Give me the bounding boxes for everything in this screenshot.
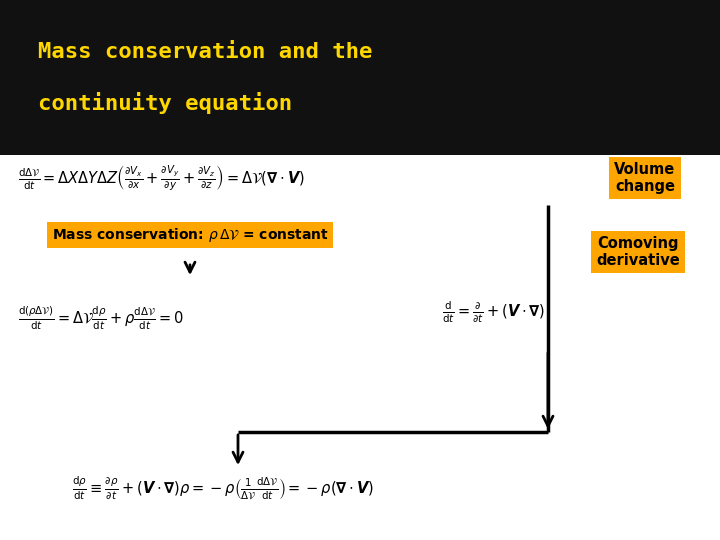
Text: $\frac{\mathrm{d}\rho}{\mathrm{d}t} \equiv \frac{\partial\rho}{\partial t} + (\b: $\frac{\mathrm{d}\rho}{\mathrm{d}t} \equ… xyxy=(72,474,374,502)
Text: $\frac{\mathrm{d}(\rho\Delta\mathcal{V})}{\mathrm{d}t} = \Delta\mathcal{V}\frac{: $\frac{\mathrm{d}(\rho\Delta\mathcal{V})… xyxy=(18,304,184,332)
Text: Volume
change: Volume change xyxy=(614,162,675,194)
Text: $\frac{\mathrm{d}}{\mathrm{d}t} = \frac{\partial}{\partial t} + (\boldsymbol{V}\: $\frac{\mathrm{d}}{\mathrm{d}t} = \frac{… xyxy=(442,299,545,325)
Text: $\frac{\mathrm{d}\Delta\mathcal{V}}{\mathrm{d}t} = \Delta X\Delta Y\Delta Z \lef: $\frac{\mathrm{d}\Delta\mathcal{V}}{\mat… xyxy=(18,164,305,193)
Text: Mass conservation and the: Mass conservation and the xyxy=(38,42,372,62)
Text: Mass conservation: $\rho\,\Delta\mathcal{V}$ = constant: Mass conservation: $\rho\,\Delta\mathcal… xyxy=(52,226,328,244)
Text: continuity equation: continuity equation xyxy=(38,92,292,114)
Bar xyxy=(0,0,720,155)
Text: Comoving
derivative: Comoving derivative xyxy=(596,236,680,268)
